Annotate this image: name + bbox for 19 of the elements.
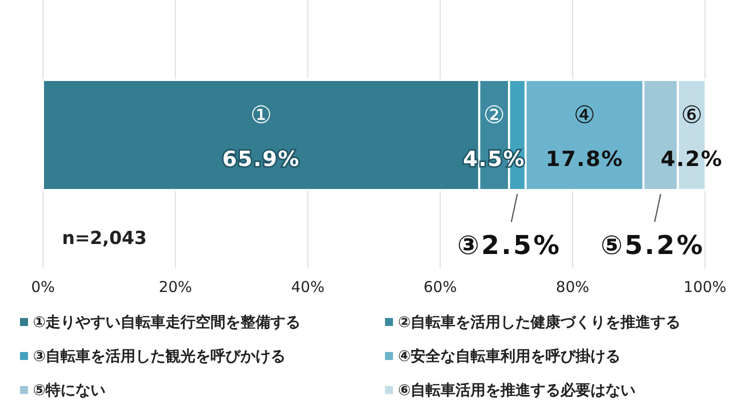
legend-item: ③自転車を活用した観光を呼びかける bbox=[20, 347, 286, 365]
legend-item: ④安全な自転車利用を呼び掛ける bbox=[385, 347, 621, 365]
data-label: ⑤5.2% bbox=[600, 231, 705, 261]
x-tick-label: 20% bbox=[158, 278, 192, 296]
data-label: ④ 17.8% bbox=[546, 101, 624, 171]
x-tick-label: 40% bbox=[291, 278, 324, 296]
x-tick-label: 0% bbox=[31, 278, 55, 296]
data-label: ① 65.9% bbox=[222, 101, 300, 171]
x-tick-label: 60% bbox=[424, 278, 457, 296]
legend-item: ①走りやすい自転車走行空間を整備する bbox=[20, 313, 301, 331]
legend-item: ⑥自転車活用を推進する必要はない bbox=[385, 381, 636, 399]
annotation: n=2,043 bbox=[62, 228, 147, 249]
legend-label: ⑤特にない bbox=[33, 381, 106, 399]
x-tick-label: 80% bbox=[556, 278, 590, 296]
data-label: ③2.5% bbox=[457, 231, 562, 261]
legend-item: ⑤特にない bbox=[20, 381, 106, 399]
data-label: ⑥ 4.2% bbox=[660, 101, 723, 171]
legend-item: ②自転車を活用した健康づくりを推進する bbox=[385, 313, 681, 331]
x-tick-label: 100% bbox=[684, 278, 726, 296]
